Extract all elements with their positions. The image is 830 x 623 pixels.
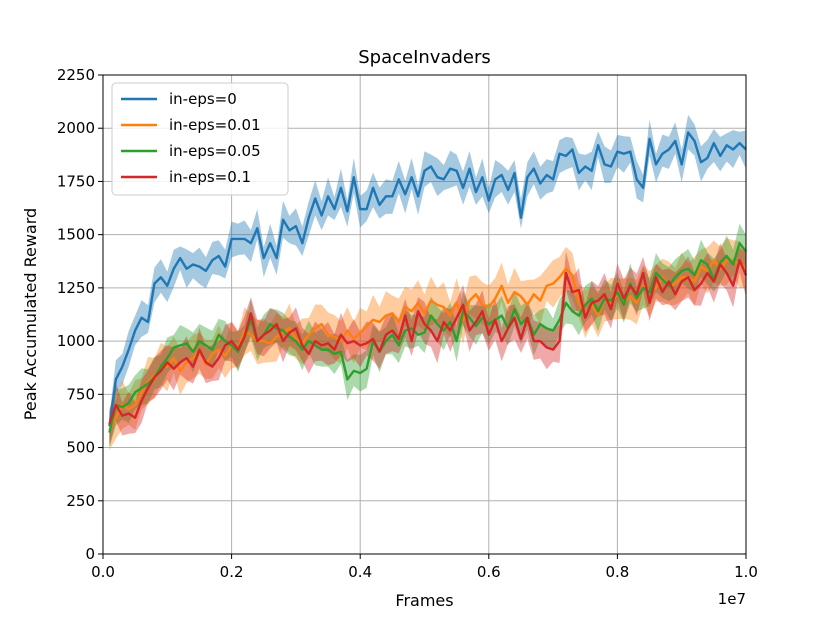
- y-tick-label: 750: [66, 385, 95, 403]
- y-tick-label: 0: [85, 545, 95, 563]
- x-tick-label: 0.6: [477, 563, 501, 581]
- series-lines: [108, 131, 748, 433]
- band-in-eps=0.05: [109, 223, 747, 448]
- axis-ticks: 0.0 0.2 0.4 0.6 0.8 1.0 0 250 500 750 1000 1250 1500…: [57, 66, 758, 581]
- legend-box: [111, 82, 289, 196]
- series-line-in-eps=0.05: [108, 241, 747, 433]
- legend-label: in-eps=0.1: [169, 168, 251, 186]
- y-tick-label: 1250: [57, 279, 95, 297]
- confidence-bands: [109, 114, 747, 451]
- x-tick-label: 1.0: [734, 563, 758, 581]
- y-tick-label: 2000: [57, 119, 95, 137]
- series-line-in-eps=0: [108, 131, 747, 427]
- y-tick-label: 500: [66, 439, 95, 457]
- x-tick-label: 0.4: [348, 563, 372, 581]
- band-in-eps=0.1: [109, 243, 747, 447]
- series-line-in-eps=0.1: [108, 259, 748, 425]
- y-tick-label: 1500: [57, 226, 95, 244]
- legend-label: in-eps=0: [169, 90, 237, 108]
- legend-label: in-eps=0.05: [169, 142, 261, 160]
- x-tick-label: 0.0: [91, 563, 115, 581]
- x-tick-label: 0.2: [220, 563, 244, 581]
- y-tick-label: 1750: [57, 172, 95, 190]
- grid: [102, 74, 747, 555]
- x-axis-multiplier: 1e7: [718, 590, 746, 608]
- band-in-eps=0.01: [109, 238, 747, 451]
- legend-label: in-eps=0.01: [169, 116, 261, 134]
- y-tick-label: 1000: [57, 332, 95, 350]
- band-in-eps=0: [109, 114, 747, 446]
- x-axis-label: Frames: [395, 591, 453, 610]
- plot-frame: [102, 74, 747, 555]
- y-axis-label: Peak Accumulated Reward: [21, 208, 40, 420]
- legend: in-eps=0 in-eps=0.01 in-eps=0.05 in-eps=0.1: [111, 82, 289, 196]
- y-tick-label: 2250: [57, 66, 95, 84]
- y-tick-label: 250: [66, 492, 95, 510]
- chart-title: SpaceInvaders: [358, 47, 491, 68]
- x-tick-label: 0.8: [605, 563, 629, 581]
